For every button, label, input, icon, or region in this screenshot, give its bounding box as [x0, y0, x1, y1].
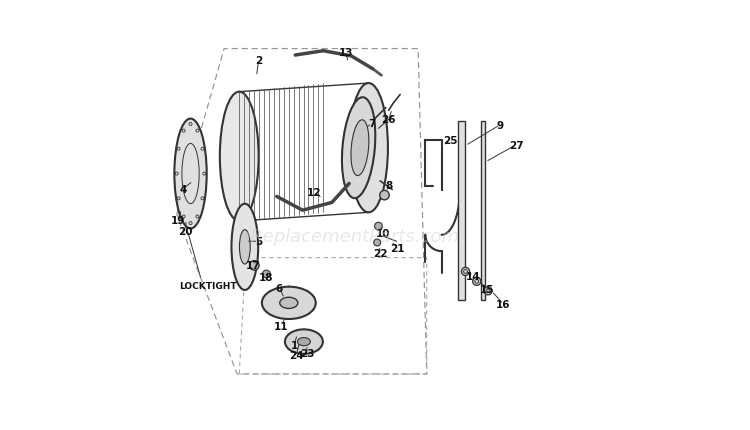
Ellipse shape: [262, 287, 316, 319]
Polygon shape: [481, 121, 485, 300]
Ellipse shape: [472, 278, 481, 286]
Text: 26: 26: [382, 114, 396, 125]
Text: 12: 12: [307, 187, 321, 198]
Ellipse shape: [351, 120, 369, 176]
Text: 5: 5: [255, 237, 262, 247]
Text: 4: 4: [179, 184, 187, 194]
Text: 13: 13: [338, 47, 353, 58]
Text: 11: 11: [274, 321, 289, 331]
Ellipse shape: [461, 267, 470, 276]
Ellipse shape: [232, 204, 258, 290]
Ellipse shape: [250, 261, 259, 270]
Polygon shape: [458, 121, 465, 300]
Text: 23: 23: [300, 348, 314, 359]
Text: LOCKTIGHT: LOCKTIGHT: [179, 282, 236, 290]
Ellipse shape: [220, 92, 259, 221]
Text: eReplacementParts.com: eReplacementParts.com: [239, 227, 459, 246]
Ellipse shape: [174, 120, 207, 229]
Text: 21: 21: [390, 243, 405, 254]
Text: 15: 15: [480, 284, 494, 294]
Ellipse shape: [280, 298, 298, 309]
Ellipse shape: [374, 223, 382, 230]
Text: 18: 18: [260, 272, 274, 282]
Text: 2: 2: [255, 56, 262, 66]
Text: 10: 10: [376, 228, 390, 238]
Text: 1: 1: [290, 340, 298, 350]
Text: 20: 20: [178, 226, 193, 237]
Text: 7: 7: [368, 119, 375, 129]
Text: 27: 27: [509, 140, 524, 150]
Text: 24: 24: [290, 350, 304, 360]
Ellipse shape: [298, 338, 310, 346]
Ellipse shape: [342, 98, 375, 199]
Text: 9: 9: [496, 120, 503, 131]
Text: 22: 22: [373, 249, 388, 259]
Ellipse shape: [374, 240, 380, 246]
Ellipse shape: [262, 270, 270, 278]
Text: 16: 16: [496, 299, 511, 310]
Text: 25: 25: [443, 136, 458, 146]
Text: 6: 6: [276, 283, 283, 293]
Ellipse shape: [285, 330, 322, 354]
Ellipse shape: [239, 230, 250, 264]
Ellipse shape: [350, 84, 388, 213]
Ellipse shape: [484, 287, 492, 295]
Text: 17: 17: [246, 261, 261, 271]
Text: 19: 19: [170, 215, 184, 225]
Text: 8: 8: [386, 181, 392, 191]
Text: 14: 14: [466, 271, 481, 281]
Ellipse shape: [380, 191, 389, 200]
